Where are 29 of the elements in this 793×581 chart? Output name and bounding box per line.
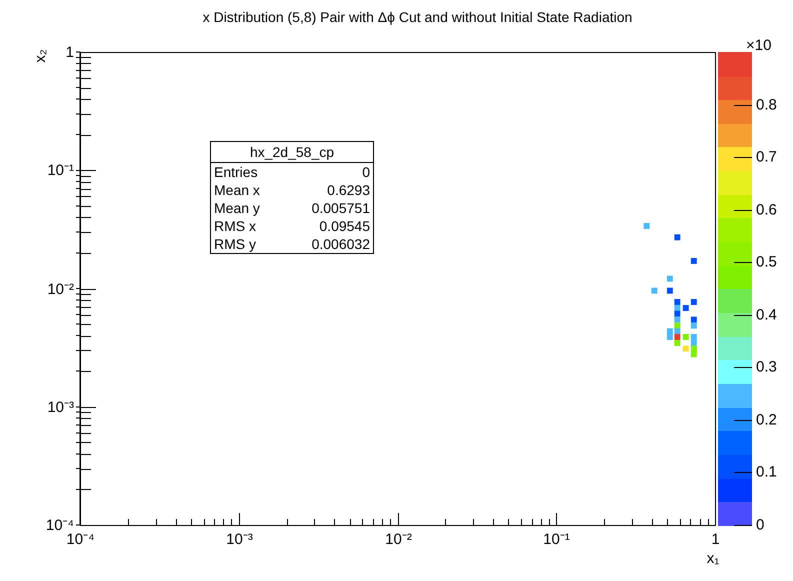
x-tick-label: 10⁻¹ [542,531,571,549]
color-bar-label: 0.5 [756,254,777,271]
text: RMS y 0.006032 [214,236,370,252]
color-bar-label: 0.4 [756,306,777,324]
text: Mean x 0.6293 [214,182,370,198]
y-tick-label: 10⁻⁴ [46,516,74,534]
color-bar-label: 0.6 [756,202,777,219]
text: RMS x 0.09545 [214,218,370,234]
x-tick-label: 10⁻² [384,531,413,549]
color-bar-label: 0.7 [756,148,777,166]
color-bar-label: 0 [756,516,764,534]
color-bar-label: 0.3 [756,358,777,376]
x-tick-label: 10⁻⁴ [65,531,96,549]
y-tick-label: 10⁻³ [47,398,74,416]
chart-title: x Distribution (5,8) Pair with Δϕ Cut and without Initial State Radiation [202,9,632,25]
color-bar-label: 0.2 [756,412,777,429]
y-tick-label: 1 [66,44,74,62]
color-bar-label: 0.1 [756,464,777,481]
text: Entries 0 [214,164,370,180]
x-tick-label: 10⁻³ [225,531,254,549]
color-bar-label: 0.8 [756,96,777,114]
y-tick-label: 10⁻¹ [47,162,74,180]
y-tick-label: 10⁻² [47,280,74,298]
x-axis-title: x₁ [706,550,720,567]
color-bar-title: ×10 [746,37,772,54]
text: Mean y 0.005751 [214,200,370,216]
x-tick-label: 1 [710,531,721,549]
y-axis-title: x₂ [32,49,49,63]
annotation: hx_2d_58_cp [211,142,373,163]
